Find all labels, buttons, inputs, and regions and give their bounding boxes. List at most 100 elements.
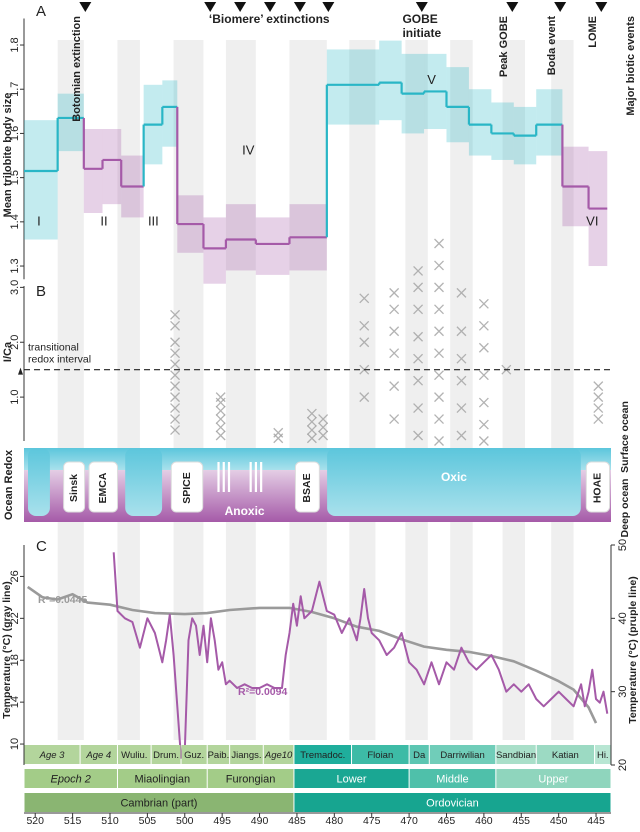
ica-point — [456, 287, 467, 298]
phase-label: VI — [586, 213, 598, 228]
redox-event-label: SPICE — [181, 472, 193, 504]
ica-point — [478, 397, 489, 408]
timescale-label: Drum. — [153, 750, 179, 761]
ica-point — [434, 238, 444, 249]
ica-point — [215, 405, 226, 416]
ica-point — [389, 326, 400, 337]
ica-point — [389, 414, 400, 425]
oxic-column — [28, 448, 50, 516]
y-tick-label: 1.4 — [9, 214, 21, 229]
ica-point — [456, 353, 467, 364]
ica-point — [215, 392, 226, 403]
timescale-label: Paib. — [208, 750, 230, 761]
ica-point — [170, 320, 181, 331]
timescale-label: Darriwilian — [440, 750, 484, 761]
x-tick-label: 445 — [587, 815, 605, 827]
events-axis-label: Major biotic events — [625, 16, 637, 116]
ica-point — [306, 416, 317, 427]
x-tick-label: 450 — [550, 815, 568, 827]
ica-point — [478, 298, 489, 309]
background-stripe — [349, 40, 376, 740]
event-label: ‘Biomere’ extinctions — [209, 12, 330, 26]
confidence-band — [468, 89, 492, 156]
ica-point — [273, 427, 284, 438]
background-stripe — [551, 40, 574, 740]
ica-point — [359, 392, 370, 403]
timescale-label: Lower — [337, 773, 367, 785]
timescale-label: Middle — [436, 773, 468, 785]
event-label: GOBE initiate — [402, 12, 441, 40]
y-axis-title: Temperature (°C) (gray line) — [1, 581, 13, 719]
redox-event-box — [294, 461, 320, 513]
ica-point — [478, 320, 489, 331]
confidence-band — [83, 129, 103, 213]
timescale-unit — [24, 769, 117, 788]
timescale-label: Wuliu. — [121, 750, 147, 761]
ica-point — [170, 309, 181, 320]
phase-label: III — [148, 213, 159, 228]
ica-point — [306, 425, 317, 435]
ica-point — [170, 425, 181, 435]
x-tick-label: 510 — [101, 815, 119, 827]
r2-label: R²=0.0445 — [38, 594, 87, 606]
confidence-band — [326, 49, 380, 125]
y2-tick-label: 30 — [617, 686, 629, 698]
y-tick-label: 3.0 — [9, 280, 21, 295]
y-tick-label: 1.0 — [9, 389, 21, 404]
confidence-band — [203, 217, 226, 284]
oxic-pulse — [227, 462, 231, 492]
y-axis-title: I/Ca — [2, 341, 14, 362]
y-tick-label: 1.7 — [9, 82, 21, 97]
x-tick-label: 500 — [176, 815, 194, 827]
x-tick-label: 495 — [213, 815, 231, 827]
x-tick-label: 490 — [251, 815, 269, 827]
phase-label: IV — [242, 143, 255, 158]
ica-point — [593, 403, 604, 414]
redox-event-label: Sinsk — [68, 474, 80, 502]
phase-label: II — [100, 213, 107, 228]
ica-point — [215, 422, 226, 433]
x-tick-label: 480 — [326, 815, 344, 827]
redox-event-box — [170, 461, 204, 513]
ica-point — [413, 430, 424, 441]
ica-point — [434, 282, 444, 293]
timescale-unit — [117, 745, 151, 764]
ica-point — [434, 348, 444, 359]
ica-point — [413, 304, 424, 315]
ica-point — [434, 304, 444, 315]
redox-event-box — [88, 461, 118, 513]
timescale-label: Da — [413, 750, 426, 761]
timescale-unit — [595, 745, 611, 764]
timescale-label: Sandbian — [496, 750, 536, 761]
confidence-band — [379, 40, 402, 121]
oxic-pulse — [217, 462, 220, 492]
y-tick-label: 2.0 — [9, 335, 21, 350]
x-tick-label: 455 — [513, 815, 531, 827]
ica-point — [434, 436, 444, 446]
r2-label: R²=0.0094 — [238, 686, 287, 698]
y-tick-label: 14 — [9, 696, 21, 708]
ica-point — [306, 408, 317, 419]
ica-point — [478, 419, 489, 430]
event-marker — [554, 2, 567, 12]
timescale-label: Age 4 — [85, 750, 111, 761]
confidence-band — [24, 120, 58, 240]
event-marker — [204, 2, 217, 12]
ica-point — [306, 433, 317, 444]
x-tick-label: 515 — [64, 815, 82, 827]
redox-state-label: Oxic — [441, 470, 467, 484]
oxic-pulse — [249, 462, 252, 492]
oxic-column — [125, 448, 163, 516]
timescale-unit — [117, 769, 207, 788]
phase-label: V — [427, 72, 436, 87]
y2-tick-label: 50 — [617, 539, 629, 551]
ica-point — [170, 392, 181, 403]
redox-bottom-label: Deep ocean — [619, 479, 631, 538]
ica-point — [478, 370, 489, 381]
event-marker — [322, 2, 335, 12]
timescale-unit — [207, 745, 230, 764]
ica-point — [318, 414, 329, 425]
oxic-column — [327, 448, 581, 516]
y-tick-label: 1.3 — [9, 258, 21, 273]
